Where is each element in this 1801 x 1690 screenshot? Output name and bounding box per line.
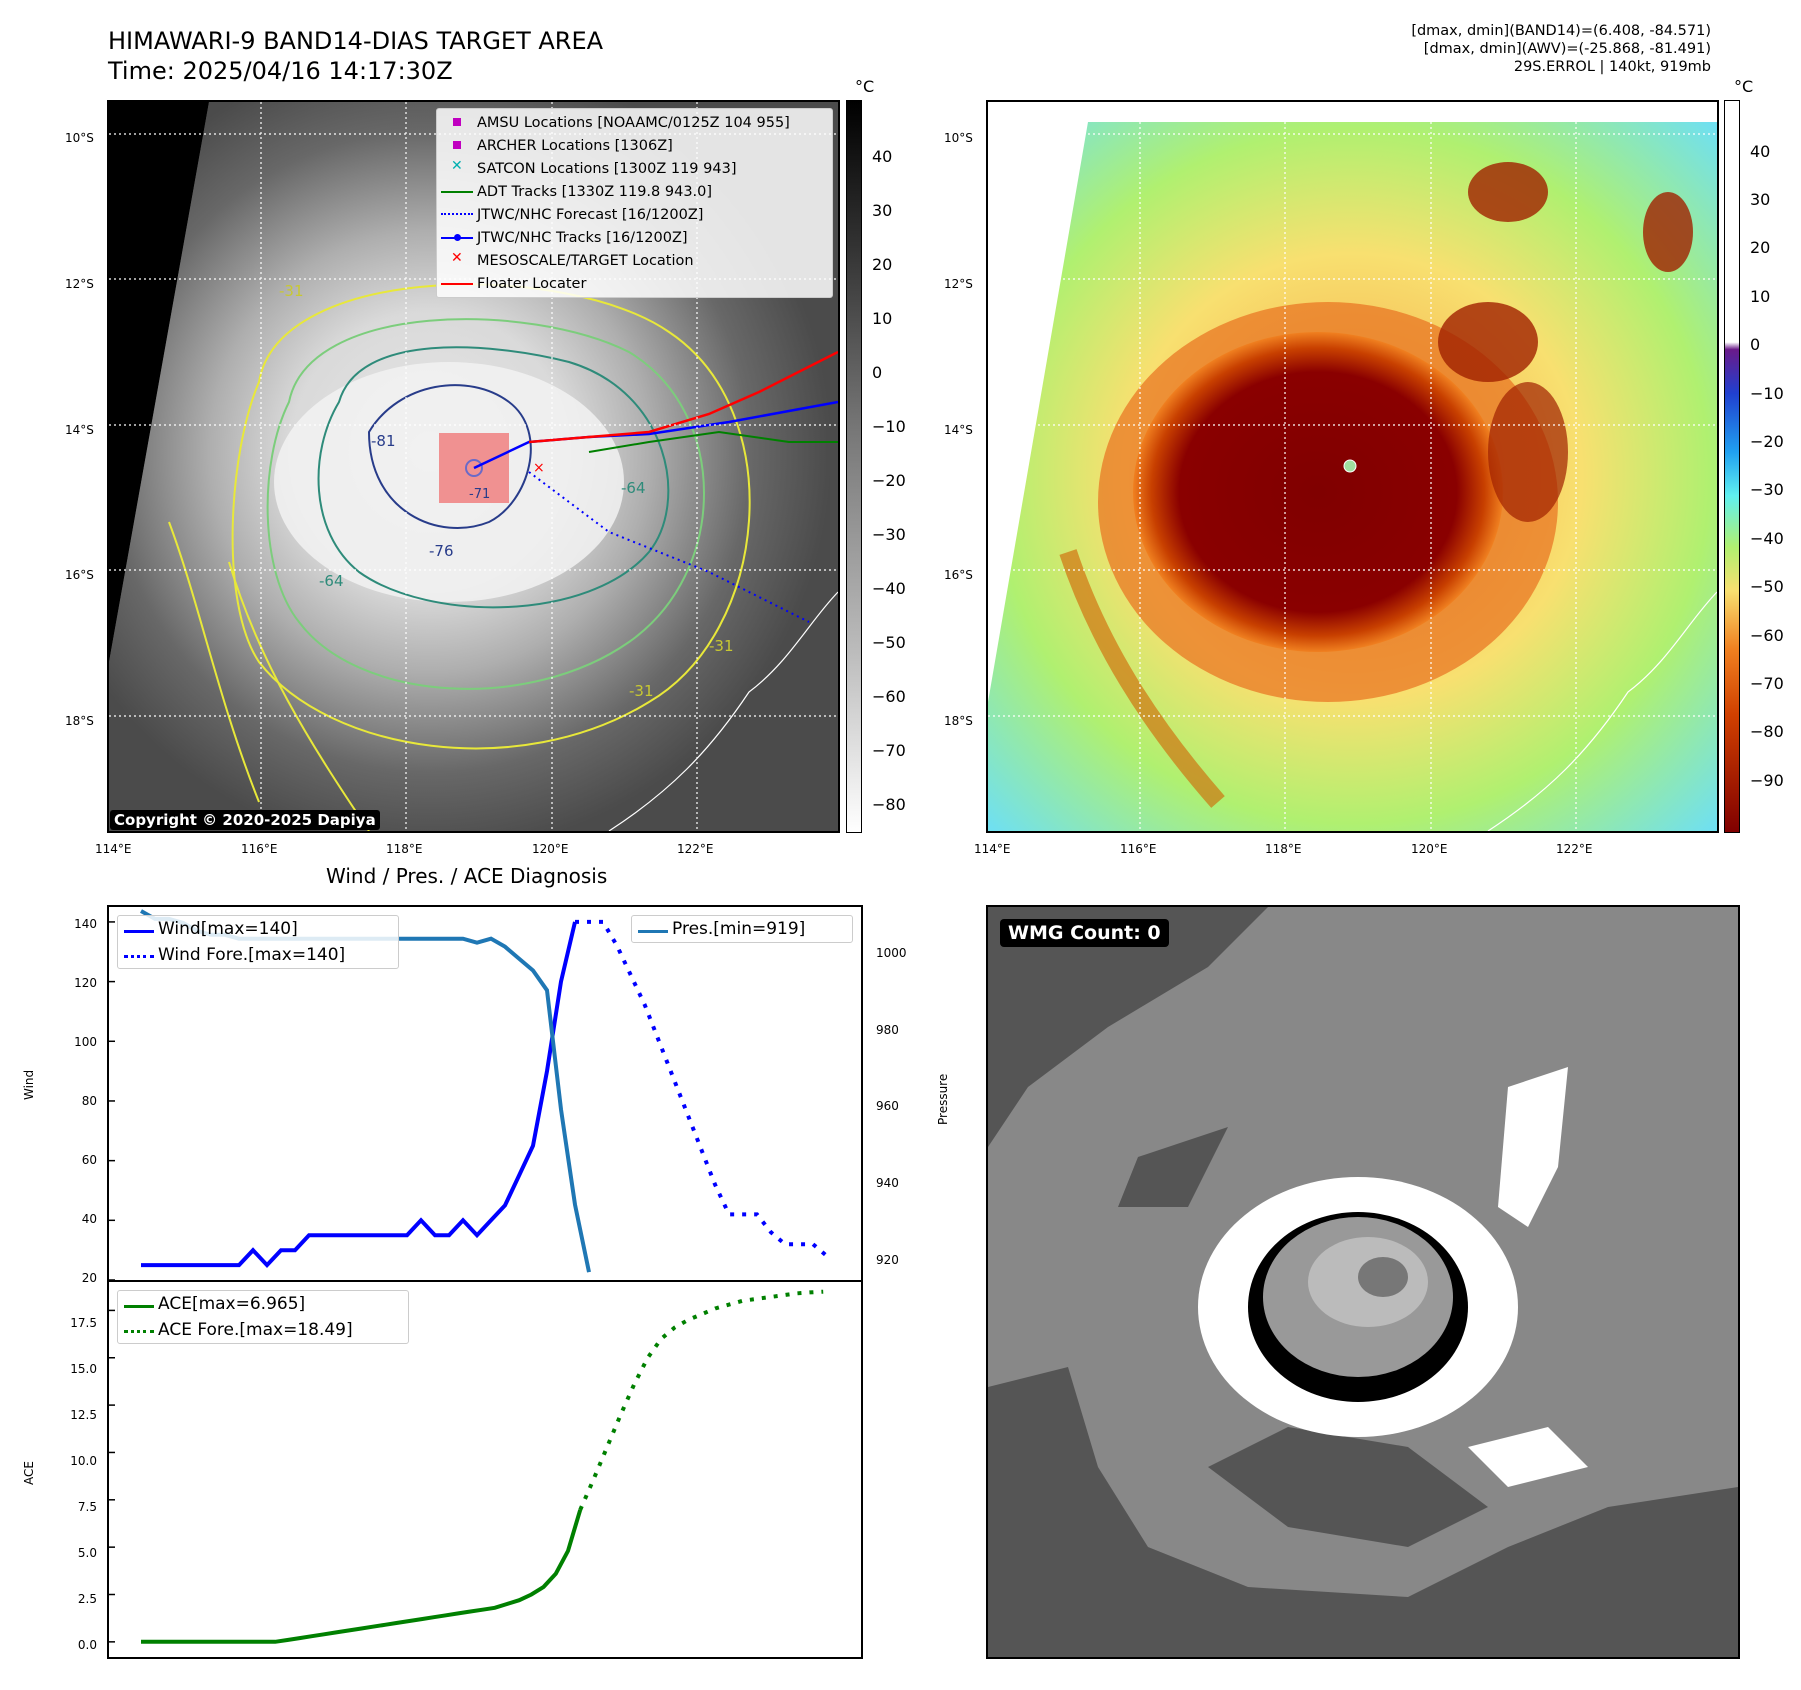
lon-label: 116°E: [1120, 842, 1157, 856]
legend-item: Wind[max=140]: [118, 916, 398, 942]
ace-plot: [109, 1289, 824, 1644]
ace-forecast-line: [578, 1289, 824, 1511]
wind-y-label: Wind: [22, 1069, 36, 1100]
legend-item: ADT Tracks [1330Z 119.8 943.0]: [437, 180, 832, 203]
lat-label: 12°S: [944, 277, 973, 291]
line-icon: [437, 180, 477, 203]
dotted-line-icon: [437, 203, 477, 226]
square-marker-icon: [437, 134, 477, 157]
info-awv: [dmax, dmin](AWV)=(-25.868, -81.491): [1423, 41, 1711, 57]
contour-label: -76: [429, 542, 454, 560]
ace-observed-line: [141, 1509, 583, 1644]
lon-label: 116°E: [241, 842, 278, 856]
lat-label: 16°S: [65, 568, 94, 582]
lat-label: 10°S: [944, 131, 973, 145]
line-icon: [632, 918, 672, 941]
x-marker-icon: ✕: [451, 250, 463, 266]
ace-legend: ACE[max=6.965] ACE Fore.[max=18.49]: [117, 1290, 409, 1344]
ace-y-ticks: 17.5 15.0 12.5 10.0 7.5 5.0 2.5 0.0: [70, 1316, 97, 1652]
legend-item: JTWC/NHC Forecast [16/1200Z]: [437, 203, 832, 226]
time-label: Time: 2025/04/16 14:17:30Z: [108, 57, 453, 85]
copyright-label: Copyright © 2020-2025 Dapiya: [110, 810, 380, 830]
colorbar-unit: °C: [1734, 77, 1754, 96]
wind-legend: Wind[max=140] Wind Fore.[max=140]: [117, 915, 399, 969]
ace-chart: ACE[max=6.965] ACE Fore.[max=18.49]: [107, 1280, 863, 1659]
dotted-line-icon: [118, 944, 158, 967]
pressure-legend: Pres.[min=919]: [631, 915, 853, 943]
svg-text:×: ×: [533, 460, 545, 476]
wind-pressure-chart: Wind[max=140] Wind Fore.[max=140] Pres.[…: [107, 905, 863, 1282]
lat-label: 18°S: [944, 714, 973, 728]
info-storm: 29S.ERROL | 140kt, 919mb: [1513, 59, 1711, 75]
awv-map-panel[interactable]: [986, 100, 1719, 833]
band14-colorbar: [846, 100, 862, 833]
lat-label: 16°S: [944, 568, 973, 582]
wmg-image: [988, 907, 1738, 1657]
legend-item: ACE Fore.[max=18.49]: [118, 1317, 408, 1343]
pressure-y-ticks: 1000 980 960 940 920: [876, 946, 907, 1267]
pressure-y-label: Pressure: [936, 1073, 950, 1125]
x-marker-icon: ✕: [451, 158, 463, 174]
wind-y-ticks: 140 120 100 80 60 40 20: [74, 917, 97, 1285]
contour-label: -31: [279, 282, 304, 300]
awv-map-image: [988, 102, 1717, 831]
contour-label: -64: [319, 572, 344, 590]
legend-item: Wind Fore.[max=140]: [118, 942, 398, 968]
legend-item: ✕ SATCON Locations [1300Z 119 943]: [437, 157, 832, 180]
legend-item: Pres.[min=919]: [632, 916, 852, 942]
square-marker-icon: [437, 111, 477, 134]
lon-label: 118°E: [386, 842, 423, 856]
contour-label: -31: [629, 682, 654, 700]
info-band14: [dmax, dmin](BAND14)=(6.408, -84.571): [1411, 23, 1711, 39]
legend-item: ACE[max=6.965]: [118, 1291, 408, 1317]
lon-label: 120°E: [532, 842, 569, 856]
contour-label: -81: [371, 432, 396, 450]
legend-item: Floater Locater: [437, 272, 832, 295]
line-icon: [118, 1293, 158, 1316]
line-icon: [437, 272, 477, 295]
contour-label: -71: [469, 487, 491, 502]
band14-map-panel[interactable]: × -81 -76 -64 -64 -31 -31 -31 -71 AMSU L…: [107, 100, 840, 833]
line-icon: [118, 918, 158, 941]
legend-item: AMSU Locations [NOAAMC/0125Z 104 955]: [437, 111, 832, 134]
line-dot-icon: [437, 226, 477, 249]
lat-label: 18°S: [65, 714, 94, 728]
colorbar-unit: °C: [855, 77, 875, 96]
lat-label: 14°S: [944, 423, 973, 437]
wmg-panel[interactable]: WMG Count: 0: [986, 905, 1740, 1659]
band14-colorbar-ticks: 40 30 20 10 0 −10 −20 −30 −40 −50 −60 −7…: [872, 147, 906, 814]
contour-label: -64: [621, 479, 646, 497]
legend-item: ARCHER Locations [1306Z]: [437, 134, 832, 157]
lat-label: 14°S: [65, 423, 94, 437]
contour-label: -31: [709, 637, 734, 655]
dotted-line-icon: [118, 1319, 158, 1342]
info-block: [dmax, dmin](BAND14)=(6.408, -84.571) [d…: [1411, 22, 1711, 76]
lat-label: 10°S: [65, 131, 94, 145]
lon-label: 122°E: [677, 842, 714, 856]
lon-label: 114°E: [95, 842, 132, 856]
lon-label: 114°E: [974, 842, 1011, 856]
legend-item: ✕ MESOSCALE/TARGET Location: [437, 249, 832, 272]
lon-label: 120°E: [1411, 842, 1448, 856]
chart-title: Wind / Pres. / ACE Diagnosis: [326, 864, 608, 888]
map-legend: AMSU Locations [NOAAMC/0125Z 104 955] AR…: [436, 108, 833, 298]
wind-forecast-line: [575, 919, 829, 1258]
ace-y-label: ACE: [22, 1461, 36, 1485]
lon-label: 118°E: [1265, 842, 1302, 856]
awv-colorbar-ticks: 40 30 20 10 0 −10 −20 −30 −40 −50 −60 −7…: [1750, 142, 1784, 790]
lon-label: 122°E: [1556, 842, 1593, 856]
wmg-count-badge: WMG Count: 0: [1000, 919, 1169, 947]
lat-label: 12°S: [65, 277, 94, 291]
product-title: HIMAWARI-9 BAND14-DIAS TARGET AREA: [108, 27, 604, 55]
wind-observed-line: [141, 921, 577, 1269]
legend-item: JTWC/NHC Tracks [16/1200Z]: [437, 226, 832, 249]
awv-colorbar: [1724, 100, 1740, 833]
